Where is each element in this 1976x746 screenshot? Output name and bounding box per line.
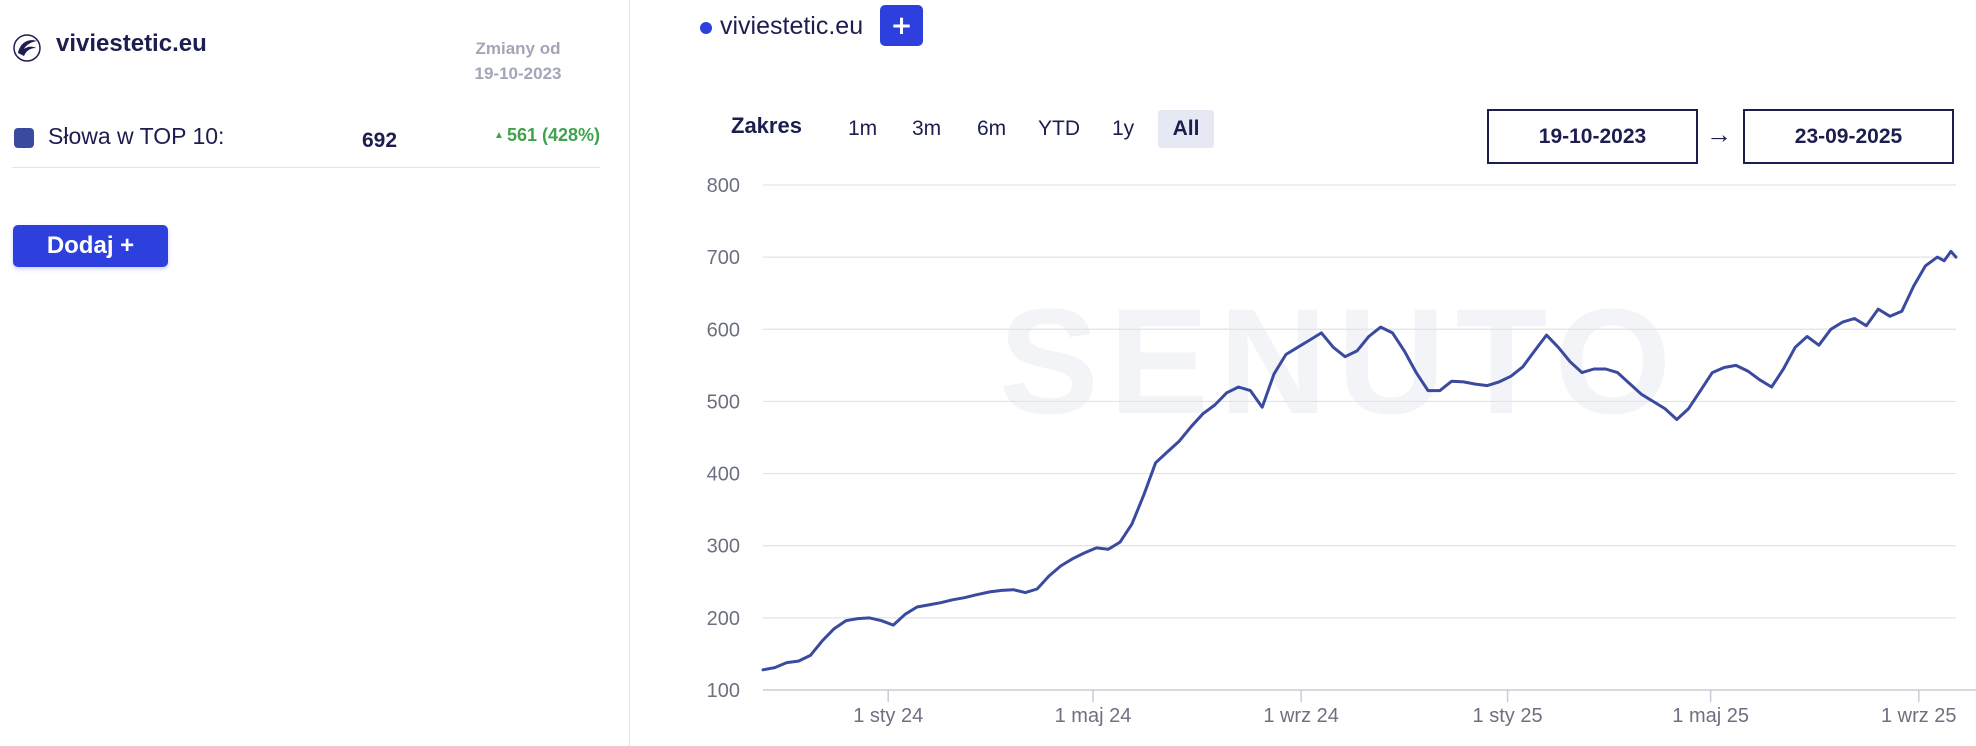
metric-value: 692 [362,129,398,152]
favicon-icon [13,34,41,62]
domain-title[interactable]: viviestetic.eu [56,30,207,57]
left-panel: viviestetic.eu Zmiany od 19-10-2023 Słow… [0,0,630,746]
watermark-text: SENUTO [999,277,1681,445]
range-label: Zakres [731,113,802,138]
y-tick-label: 700 [707,247,740,269]
y-tick-label: 200 [707,608,740,630]
legend-series-label[interactable]: viviestetic.eu [720,12,864,40]
y-tick-label: 600 [707,319,740,341]
changes-since-label: Zmiany od [475,39,561,58]
range-all-button[interactable]: All [1158,110,1214,148]
x-tick-label: 1 wrz 25 [1881,705,1957,727]
range-1m-button[interactable]: 1m [840,110,885,148]
range-3m-button[interactable]: 3m [904,110,949,148]
metric-row[interactable]: Słowa w TOP 10: 692 ▲ 561 (428%) [12,116,600,168]
metric-label: Słowa w TOP 10: [48,123,225,149]
y-tick-label: 800 [707,175,740,197]
x-tick-label: 1 sty 25 [1473,705,1543,727]
changes-since: Zmiany od 19-10-2023 [440,36,596,86]
date-to-input[interactable]: 23-09-2025 [1743,109,1954,164]
series-toggle-checkbox[interactable] [14,128,34,148]
changes-since-date: 19-10-2023 [474,64,562,83]
y-tick-label: 100 [707,680,740,702]
x-tick-label: 1 sty 24 [853,705,923,727]
y-tick-label: 300 [707,536,740,558]
y-tick-label: 500 [707,391,740,413]
metric-change-value: 561 (428%) [506,125,600,145]
date-from-input[interactable]: 19-10-2023 [1487,109,1698,164]
x-tick-label: 1 maj 24 [1055,705,1132,727]
series-line [761,249,1958,672]
add-domain-button[interactable]: Dodaj + [13,225,168,267]
line-chart[interactable]: SENUTO 100 200 300 400 500 600 700 800 1 sty 24 1 … [690,160,1976,746]
range-ytd-button[interactable]: YTD [1030,110,1088,148]
add-series-button[interactable]: + [880,5,923,46]
y-tick-label: 400 [707,464,740,486]
range-6m-button[interactable]: 6m [969,110,1014,148]
x-tick-label: 1 wrz 24 [1263,705,1339,727]
range-1y-button[interactable]: 1y [1104,110,1142,148]
legend-dot-icon [700,22,712,34]
metric-change: ▲ 561 (428%) [494,125,600,146]
trend-up-icon: ▲ [494,130,504,141]
date-range-arrow-icon: → [1706,119,1732,149]
x-tick-label: 1 maj 25 [1672,705,1749,727]
